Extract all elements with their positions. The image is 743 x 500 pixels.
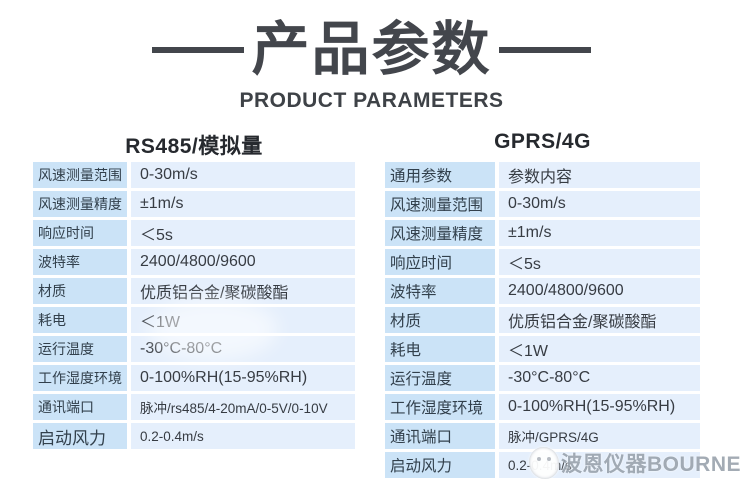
param-label: 启动风力 [385, 452, 495, 478]
table-row: 波特率 2400/4800/9600 [385, 278, 700, 304]
gprs-4g-table: GPRS/4G 通用参数 参数内容 风速测量范围 0-30m/s 风速测量精度 ±1m/s… [385, 130, 700, 481]
param-value: ＜1W [131, 307, 355, 333]
param-value: -30°C-80°C [499, 365, 700, 391]
param-value: -30°C-80°C [131, 336, 355, 362]
param-label: 材质 [385, 307, 495, 333]
param-label: 波特率 [385, 278, 495, 304]
table-row: 风速测量精度 ±1m/s [385, 220, 700, 246]
table-row: 运行温度 -30°C-80°C [385, 365, 700, 391]
param-value: 0.2-0.4m/s [499, 452, 700, 478]
page-title: 产品参数 [251, 17, 492, 82]
param-label: 通用参数 [385, 162, 495, 188]
table-row: 工作湿度环境 0-100%RH(15-95%RH) [33, 365, 355, 391]
rs485-table-title: RS485/模拟量 [125, 135, 263, 158]
param-value: 2400/4800/9600 [499, 278, 700, 304]
rs485-analog-table: RS485/模拟量 风速测量范围 0-30m/s 风速测量精度 ±1m/s 响应时间 ＜5… [33, 130, 355, 452]
table-row: 运行温度 -30°C-80°C [33, 336, 355, 362]
table-row: 材质 优质铝合金/聚碳酸酯 [33, 278, 355, 304]
param-value: 0-30m/s [499, 191, 700, 217]
param-label: 通讯端口 [385, 423, 495, 449]
table-row: 波特率 2400/4800/9600 [33, 249, 355, 275]
table-row: 材质 优质铝合金/聚碳酸酯 [385, 307, 700, 333]
param-value: 脉冲/rs485/4-20mA/0-5V/0-10V [131, 394, 355, 420]
table-row: 响应时间 ＜5s [385, 249, 700, 275]
table-row: 启动风力 0.2-0.4m/s [385, 452, 700, 478]
param-value: 2400/4800/9600 [131, 249, 355, 275]
gprs-table-rows: 通用参数 参数内容 风速测量范围 0-30m/s 风速测量精度 ±1m/s 响应时间 ＜5s 波… [385, 162, 700, 478]
param-label: 材质 [33, 278, 127, 304]
table-row: 响应时间 ＜5s [33, 220, 355, 246]
table-row: 通用参数 参数内容 [385, 162, 700, 188]
title-left-line [152, 47, 245, 53]
param-label: 工作湿度环境 [385, 394, 495, 420]
param-value: 优质铝合金/聚碳酸酯 [131, 278, 355, 304]
title-row: 产品参数 [0, 12, 743, 88]
table-row: 工作湿度环境 0-100%RH(15-95%RH) [385, 394, 700, 420]
param-value: ＜5s [131, 220, 355, 246]
table-row: 耗电 ＜1W [385, 336, 700, 362]
param-value: 0.2-0.4m/s [131, 423, 355, 449]
page-header: 产品参数 PRODUCT PARAMETERS [0, 0, 743, 113]
title-right-line [498, 47, 591, 53]
table-row: 风速测量范围 0-30m/s [385, 191, 700, 217]
table-row: 启动风力 0.2-0.4m/s [33, 423, 355, 449]
param-label: 运行温度 [385, 365, 495, 391]
param-label: 风速测量精度 [33, 191, 127, 217]
param-label: 工作湿度环境 [33, 365, 127, 391]
param-value: 0-30m/s [131, 162, 355, 188]
param-label: 风速测量范围 [33, 162, 127, 188]
param-value: 参数内容 [499, 162, 700, 188]
param-label: 通讯端口 [33, 394, 127, 420]
param-label: 耗电 [33, 307, 127, 333]
param-label: 耗电 [385, 336, 495, 362]
rs485-table-rows: 风速测量范围 0-30m/s 风速测量精度 ±1m/s 响应时间 ＜5s 波特率 2400/4… [33, 162, 355, 449]
param-label: 响应时间 [385, 249, 495, 275]
page-subtitle: PRODUCT PARAMETERS [239, 89, 504, 112]
param-label: 波特率 [33, 249, 127, 275]
param-label: 启动风力 [33, 423, 127, 449]
table-row: 风速测量精度 ±1m/s [33, 191, 355, 217]
param-label: 风速测量范围 [385, 191, 495, 217]
param-value: 优质铝合金/聚碳酸酯 [499, 307, 700, 333]
param-value: 0-100%RH(15-95%RH) [131, 365, 355, 391]
param-value: 脉冲/GPRS/4G [499, 423, 700, 449]
param-value: ＜1W [499, 336, 700, 362]
param-value: ±1m/s [499, 220, 700, 246]
param-label: 响应时间 [33, 220, 127, 246]
param-value: 0-100%RH(15-95%RH) [499, 394, 700, 420]
table-row: 耗电 ＜1W [33, 307, 355, 333]
param-label: 运行温度 [33, 336, 127, 362]
table-row: 通讯端口 脉冲/rs485/4-20mA/0-5V/0-10V [33, 394, 355, 420]
gprs-table-title: GPRS/4G [494, 130, 591, 153]
param-label: 风速测量精度 [385, 220, 495, 246]
param-value: ＜5s [499, 249, 700, 275]
table-row: 通讯端口 脉冲/GPRS/4G [385, 423, 700, 449]
table-row: 风速测量范围 0-30m/s [33, 162, 355, 188]
param-value: ±1m/s [131, 191, 355, 217]
